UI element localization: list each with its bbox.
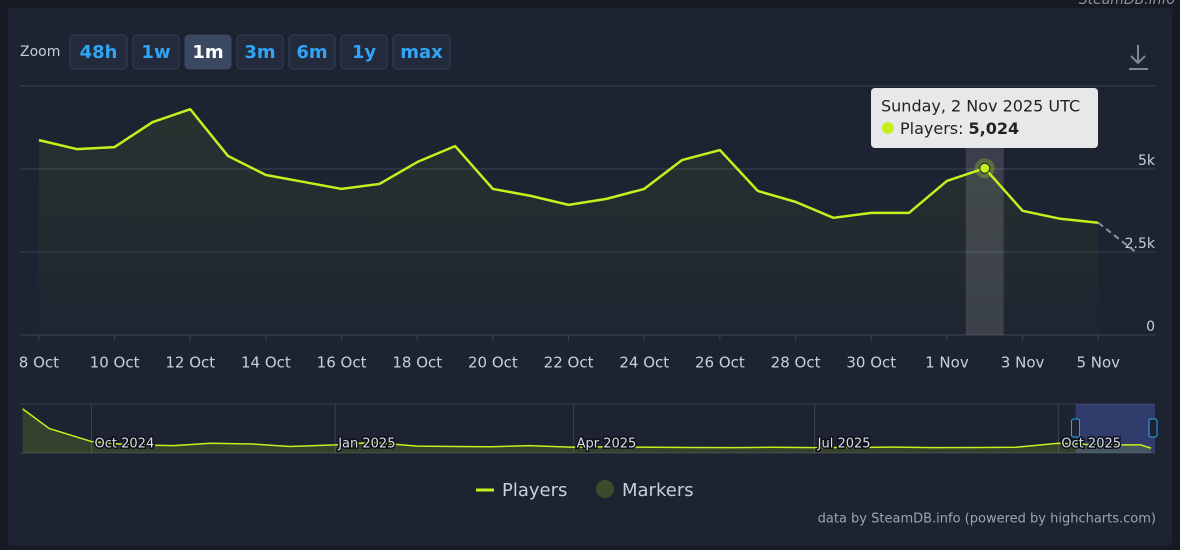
zoom-button-label: 3m: [244, 42, 275, 63]
x-tick-label: 12 Oct: [165, 354, 215, 372]
navigator-label: Oct 2025: [1061, 437, 1121, 452]
x-tick-label: 3 Nov: [1001, 354, 1045, 372]
x-tick-label: 26 Oct: [695, 354, 745, 372]
navigator-label: Jan 2025: [337, 437, 395, 452]
zoom-button[interactable]: max: [392, 34, 451, 70]
tooltip-value: 5,024: [969, 119, 1020, 138]
legend-label: Markers: [622, 480, 694, 501]
navigator-label: Oct 2024: [95, 437, 155, 452]
zoom-button[interactable]: 48h: [69, 34, 128, 70]
navigator-line: [22, 408, 1152, 449]
zoom-button[interactable]: 1m: [184, 34, 232, 70]
zoom-button-label: 48h: [80, 42, 118, 63]
zoom-button-label: 1w: [141, 42, 170, 63]
zoom-button-bg: [340, 34, 388, 70]
zoom-button[interactable]: 1y: [340, 34, 388, 70]
x-tick-label: 8 Oct: [19, 354, 59, 372]
navigator-label: Apr 2025: [577, 437, 637, 452]
legend-item[interactable]: Markers: [596, 480, 694, 501]
y-tick-label: 5k: [1138, 153, 1156, 169]
series-area: [38, 109, 1099, 336]
zoom-button[interactable]: 6m: [288, 34, 336, 70]
zoom-button-bg: [69, 34, 128, 70]
hover-point: [979, 162, 991, 174]
x-tick-label: 18 Oct: [392, 354, 442, 372]
navigator-handle[interactable]: [1071, 418, 1081, 438]
navigator-label: Oct 2025: [1061, 437, 1121, 452]
series-line: [38, 107, 1099, 225]
watermark: SteamDB.info: [1079, 0, 1175, 8]
credit: data by SteamDB.info (powered by highcha…: [818, 512, 1156, 527]
zoom-button-bg: [392, 34, 451, 70]
zoom-button-bg: [288, 34, 336, 70]
navigator-label: Apr 2025: [577, 437, 637, 452]
legend-label: Players: [502, 480, 567, 501]
tooltip-series: Players:: [900, 119, 964, 138]
x-tick-label: 24 Oct: [619, 354, 669, 372]
y-tick-label: 0: [1146, 319, 1155, 335]
zoom-button-label: 1y: [352, 42, 377, 63]
tooltip-title: Sunday, 2 Nov 2025 UTC: [881, 97, 1080, 116]
zoom-label: Zoom: [20, 44, 60, 60]
navigator-label: Oct 2024: [95, 437, 155, 452]
x-tick-label: 16 Oct: [317, 354, 367, 372]
zoom-button-label: 6m: [296, 42, 327, 63]
zoom-button-label: max: [400, 42, 443, 63]
navigator-label: Jul 2025: [817, 437, 871, 452]
zoom-button[interactable]: 1w: [132, 34, 180, 70]
incomplete-segment: [1097, 221, 1137, 254]
x-tick-label: 14 Oct: [241, 354, 291, 372]
download-icon[interactable]: [1129, 45, 1148, 70]
tooltip-label: Players: 5,024: [900, 119, 1019, 138]
x-tick-label: 10 Oct: [90, 354, 140, 372]
navigator-handle[interactable]: [1148, 418, 1158, 438]
navigator-label: Jul 2025: [817, 437, 871, 452]
legend-marker: [596, 480, 614, 498]
zoom-button[interactable]: 3m: [236, 34, 284, 70]
tooltip: Sunday, 2 Nov 2025 UTC Players: 5,024: [871, 88, 1098, 148]
zoom-button-bg: [184, 34, 232, 70]
zoom-button-bg: [132, 34, 180, 70]
zoom-button-bg: [236, 34, 284, 70]
x-tick-label: 28 Oct: [771, 354, 821, 372]
navigator-area: [22, 408, 1152, 453]
y-tick-label: 2.5k: [1125, 236, 1156, 252]
x-tick-label: 1 Nov: [925, 354, 969, 372]
navigator-label: Jan 2025: [337, 437, 395, 452]
x-tick-label: 20 Oct: [468, 354, 518, 372]
tooltip-box: [871, 88, 1098, 148]
legend-item[interactable]: Players: [476, 480, 567, 501]
tooltip-swatch: [882, 122, 894, 134]
x-tick-label: 30 Oct: [846, 354, 896, 372]
x-tick-label: 22 Oct: [544, 354, 594, 372]
zoom-button-label: 1m: [192, 42, 223, 63]
x-tick-label: 5 Nov: [1076, 354, 1120, 372]
